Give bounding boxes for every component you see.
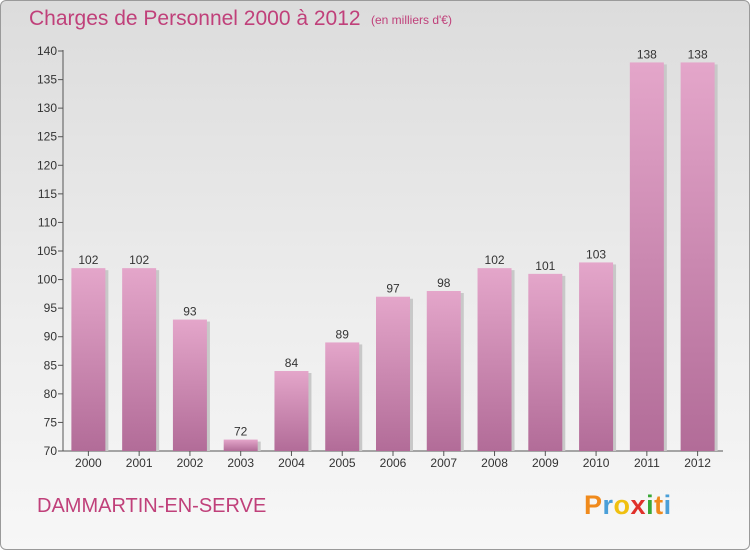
- bar-value-label: 103: [586, 247, 606, 261]
- bar: [579, 262, 614, 451]
- chart-subtitle: (en milliers d'€): [371, 13, 452, 27]
- y-tick-label: 115: [38, 187, 57, 201]
- logo-letter: t: [654, 490, 664, 520]
- bar: [223, 439, 258, 451]
- x-tick-label: 2005: [329, 456, 356, 470]
- bar: [629, 62, 664, 452]
- x-tick-label: 2011: [634, 456, 660, 470]
- x-tick-label: 2001: [126, 456, 153, 470]
- bar-value-label: 84: [285, 356, 299, 370]
- y-tick-label: 75: [44, 415, 58, 429]
- chart-title: Charges de Personnel 2000 à 2012: [29, 7, 361, 30]
- bar-value-label: 98: [437, 276, 451, 290]
- y-tick-label: 135: [37, 73, 57, 87]
- x-tick-label: 2004: [278, 456, 305, 470]
- bar-value-label: 101: [535, 259, 555, 273]
- y-tick-label: 80: [44, 387, 58, 401]
- logo-letter: x: [630, 490, 647, 520]
- logo-letter: o: [613, 490, 631, 520]
- bar-value-label: 93: [183, 305, 197, 319]
- bar-value-label: 89: [336, 327, 350, 341]
- logo-letter: P: [584, 490, 603, 520]
- bar: [426, 291, 461, 451]
- y-tick-label: 105: [37, 244, 57, 258]
- bar-value-label: 102: [78, 253, 98, 267]
- bar: [325, 342, 360, 451]
- proxiti-logo[interactable]: Proxiti: [584, 490, 672, 521]
- bar: [122, 268, 157, 451]
- bar-value-label: 138: [688, 47, 708, 61]
- x-tick-label: 2006: [380, 456, 407, 470]
- y-tick-label: 140: [37, 44, 57, 58]
- x-tick-label: 2010: [583, 456, 610, 470]
- x-tick-label: 2007: [430, 456, 457, 470]
- bar: [477, 268, 512, 451]
- bar-value-label: 102: [485, 253, 505, 267]
- y-tick-label: 100: [37, 273, 57, 287]
- y-tick-label: 70: [44, 444, 58, 458]
- y-tick-label: 95: [44, 301, 58, 315]
- y-tick-label: 120: [37, 158, 57, 172]
- commune-name: DAMMARTIN-EN-SERVE: [37, 495, 267, 517]
- y-tick-label: 90: [44, 330, 58, 344]
- bar: [71, 268, 106, 451]
- bar-value-label: 97: [386, 282, 400, 296]
- y-tick-label: 110: [38, 215, 57, 229]
- x-tick-label: 2009: [532, 456, 559, 470]
- bar: [274, 371, 309, 451]
- x-tick-label: 2003: [227, 456, 254, 470]
- y-tick-label: 125: [37, 130, 57, 144]
- bar-value-label: 102: [129, 253, 149, 267]
- logo-letter: i: [646, 490, 655, 520]
- logo-letter: r: [602, 490, 614, 520]
- bar: [680, 62, 715, 452]
- x-tick-label: 2000: [75, 456, 102, 470]
- bar: [172, 319, 207, 451]
- bar: [376, 296, 410, 451]
- x-tick-label: 2008: [481, 456, 508, 470]
- x-tick-label: 2002: [177, 456, 204, 470]
- logo-letter: i: [663, 490, 672, 520]
- bar: [528, 273, 563, 451]
- x-tick-label: 2012: [684, 456, 711, 470]
- y-tick-label: 85: [44, 358, 58, 372]
- bar-value-label: 72: [234, 425, 248, 439]
- bar-value-label: 138: [637, 47, 657, 61]
- y-tick-label: 130: [37, 101, 57, 115]
